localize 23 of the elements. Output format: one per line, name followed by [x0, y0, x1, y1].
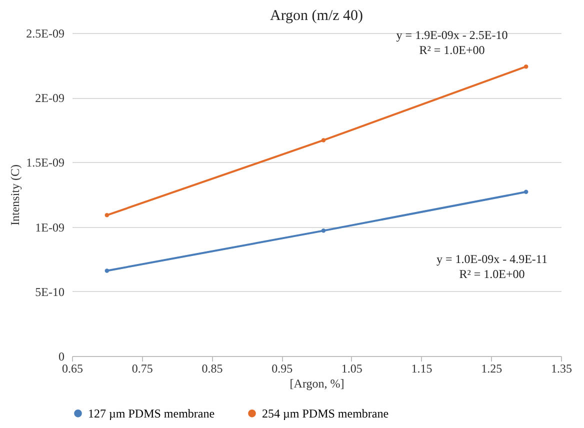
annotation: R² = 1.0E+00 — [419, 43, 485, 57]
x-axis-title: [Argon, %] — [290, 376, 344, 390]
x-tick-label: 1.25 — [481, 362, 502, 376]
legend-label: 254 µm PDMS membrane — [262, 406, 389, 420]
x-tick-label: 1.05 — [341, 362, 362, 376]
y-axis-title: Intensity (C) — [8, 164, 22, 226]
y-tick-label: 1.5E-09 — [26, 156, 64, 170]
legend-label: 127 µm PDMS membrane — [88, 406, 215, 420]
x-tick-label: 0.95 — [272, 362, 293, 376]
chart-title: Argon (m/z 40) — [270, 8, 364, 24]
annotation: y = 1.0E-09x - 4.9E-11 — [436, 252, 548, 266]
x-tick-label: 1.35 — [551, 362, 572, 376]
x-tick-label: 0.85 — [202, 362, 223, 376]
annotation: R² = 1.0E+00 — [459, 267, 525, 281]
y-tick-label: 2E-09 — [35, 91, 64, 106]
annotation: y = 1.9E-09x - 2.5E-10 — [396, 28, 508, 42]
x-tick-label: 1.15 — [411, 362, 432, 376]
y-tick-label: 0 — [58, 350, 64, 364]
x-tick-label: 0.75 — [132, 362, 153, 376]
y-tick-label: 2.5E-09 — [26, 26, 64, 40]
y-tick-label: 5E-10 — [35, 284, 64, 299]
x-tick-label: 0.65 — [62, 362, 83, 376]
y-tick-label: 1E-09 — [35, 220, 64, 234]
